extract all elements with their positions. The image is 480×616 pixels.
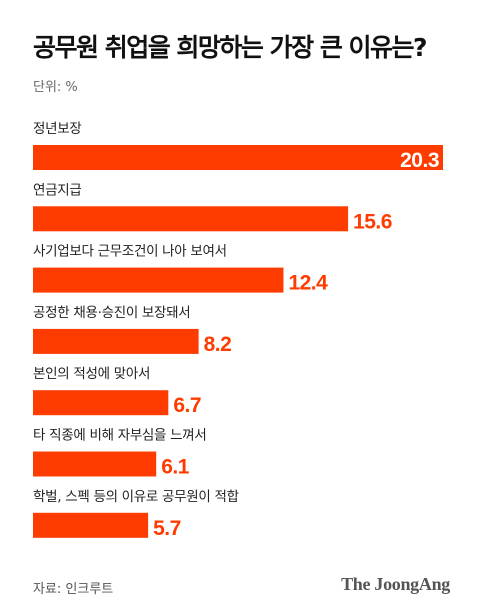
bar — [33, 512, 149, 538]
category-label: 연금지급 — [33, 182, 81, 198]
source-label: 자료: 인크루트 — [33, 582, 114, 597]
bar — [33, 267, 284, 293]
chart-title: 공무원 취업을 희망하는 가장 큰 이유는? — [33, 33, 428, 62]
value-label: 20.3 — [400, 149, 439, 172]
bar — [33, 390, 169, 416]
value-label: 6.1 — [161, 456, 190, 479]
category-label: 사기업보다 근무조건이 나아 보여서 — [33, 244, 227, 260]
value-label: 15.6 — [353, 210, 392, 233]
category-label: 공정한 채용·승진이 보장돼서 — [33, 305, 190, 321]
value-label: 6.7 — [173, 394, 201, 417]
value-label: 12.4 — [288, 272, 328, 295]
value-label: 8.2 — [204, 333, 232, 356]
category-label: 정년보장 — [33, 121, 81, 137]
bar-chart: 정년보장 20.3 연금지급 15.6 사기업보다 근무조건이 나아 보여서 12.4 공정… — [33, 121, 443, 540]
brand-logo: The JoongAng — [341, 574, 450, 594]
category-label: 학벌, 스펙 등의 이유로 공무원이 적합 — [33, 489, 239, 505]
unit-label: 단위: % — [33, 80, 78, 95]
category-label: 본인의 적성에 맞아서 — [33, 366, 150, 382]
bar — [33, 145, 443, 170]
bar — [33, 206, 349, 232]
value-label: 5.7 — [153, 517, 181, 540]
category-label: 타 직종에 비해 자부심을 느껴서 — [33, 428, 207, 444]
bar — [33, 328, 199, 354]
bar — [33, 451, 157, 477]
